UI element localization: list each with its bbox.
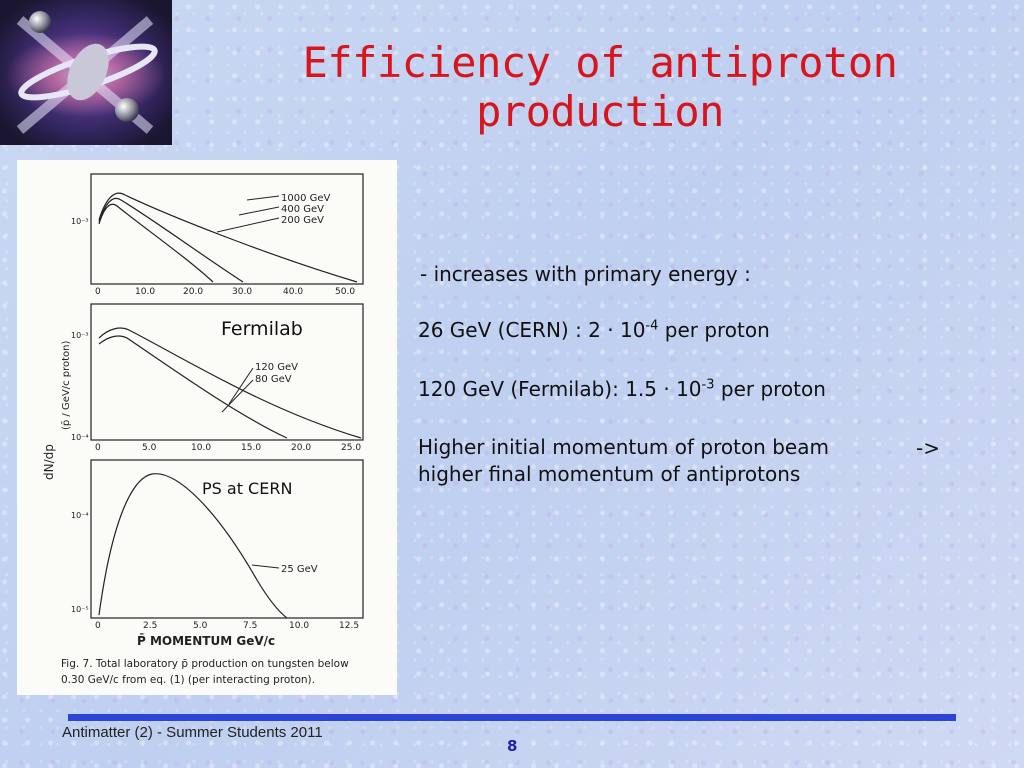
svg-text:5.0: 5.0 xyxy=(142,443,157,453)
svg-text:10⁻⁵: 10⁻⁵ xyxy=(71,605,89,614)
svg-text:0: 0 xyxy=(95,621,101,631)
plot-panel-cern-ps: 25 GeV 10⁻⁴ 10⁻⁵ 0 2.5 5.0 7.5 10.0 12.5 xyxy=(71,459,364,631)
svg-text:2.5: 2.5 xyxy=(143,621,157,631)
legend-1000gev: 1000 GeV xyxy=(281,193,331,204)
arrow-text: -> xyxy=(916,436,940,460)
bullet-fermilab: 120 GeV (Fermilab): 1.5 · 10-3 per proto… xyxy=(418,377,826,401)
legend-120gev: 120 GeV xyxy=(255,362,298,373)
figure-caption-line2: 0.30 GeV/c from eq. (1) (per interacting… xyxy=(61,674,315,686)
fermilab-label: Fermilab xyxy=(221,318,303,340)
svg-text:10⁻³: 10⁻³ xyxy=(71,217,89,226)
bullet-cern: 26 GeV (CERN) : 2 · 10-4 per proton xyxy=(418,318,770,342)
legend-80gev: 80 GeV xyxy=(255,374,292,385)
svg-text:10⁻⁴: 10⁻⁴ xyxy=(71,433,89,442)
svg-text:40.0: 40.0 xyxy=(283,287,303,297)
svg-text:5.0: 5.0 xyxy=(193,621,208,631)
bullet-primary-energy: - increases with primary energy : xyxy=(420,262,751,286)
svg-text:20.0: 20.0 xyxy=(291,443,311,453)
svg-text:7.5: 7.5 xyxy=(243,621,257,631)
svg-text:0: 0 xyxy=(95,287,101,297)
plot-panel-1000gev: 1000 GeV 400 GeV 200 GeV 10⁻³ 0 10.0 20.… xyxy=(71,173,364,297)
x-axis-label: P̄ MOMENTUM GeV/c xyxy=(137,633,275,648)
svg-text:10.0: 10.0 xyxy=(191,443,211,453)
svg-text:25.0: 25.0 xyxy=(341,443,361,453)
svg-text:10.0: 10.0 xyxy=(289,621,309,631)
legend-25gev: 25 GeV xyxy=(281,564,318,575)
svg-text:15.0: 15.0 xyxy=(241,443,261,453)
svg-text:10⁻³: 10⁻³ xyxy=(71,331,89,340)
antiproton-production-figure: 1000 GeV 400 GeV 200 GeV 10⁻³ 0 10.0 20.… xyxy=(17,160,397,695)
svg-text:0: 0 xyxy=(95,443,101,453)
page-number: 8 xyxy=(507,737,518,755)
svg-text:12.5: 12.5 xyxy=(339,621,359,631)
footer-divider xyxy=(68,714,956,721)
legend-200gev: 200 GeV xyxy=(281,215,324,226)
ps-cern-label: PS at CERN xyxy=(202,479,293,498)
antimatter-logo-icon xyxy=(0,0,172,145)
legend-400gev: 400 GeV xyxy=(281,204,324,215)
y-axis-label: dN/dp xyxy=(42,444,56,480)
svg-text:50.0: 50.0 xyxy=(335,287,355,297)
y-axis-unit-label: (p̄ / GeV/c proton) xyxy=(61,341,72,430)
footer-text: Antimatter (2) - Summer Students 2011 xyxy=(62,724,323,741)
svg-text:30.0: 30.0 xyxy=(232,287,252,297)
bullet-momentum: Higher initial momentum of proton beam h… xyxy=(418,435,829,486)
svg-text:20.0: 20.0 xyxy=(183,287,203,297)
figure-caption-line1: Fig. 7. Total laboratory p̄ production o… xyxy=(61,658,349,670)
plot-panel-fermilab: 120 GeV 80 GeV 10⁻³ 10⁻⁴ 0 5.0 10.0 15.0… xyxy=(71,303,364,453)
svg-text:10.0: 10.0 xyxy=(135,287,155,297)
slide-title: Efficiency of antiproton production xyxy=(302,38,898,136)
svg-text:10⁻⁴: 10⁻⁴ xyxy=(71,511,89,520)
